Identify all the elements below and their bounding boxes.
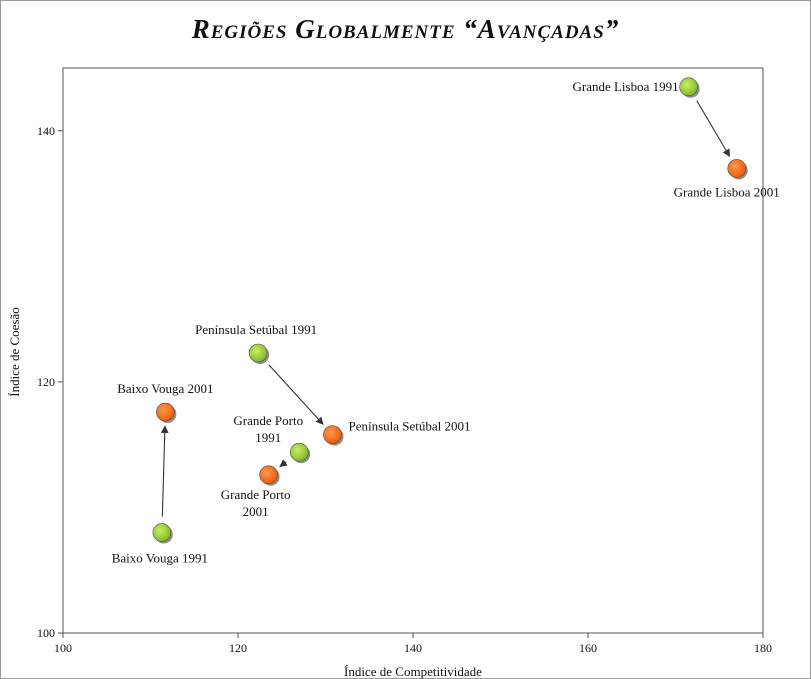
point-label: Grande Lisboa 1991 — [572, 79, 678, 94]
point-labels: Grande Lisboa 1991 Grande Lisboa 2001 Pení… — [112, 79, 780, 566]
x-tick-label: 140 — [404, 641, 422, 655]
point-peninsula-setubal-2001 — [323, 425, 342, 444]
y-tick-label: 100 — [37, 626, 55, 640]
point-label: Grande Porto 2001 — [221, 487, 291, 519]
x-tick-label: 180 — [754, 641, 772, 655]
x-tick-label: 100 — [54, 641, 72, 655]
arrows — [160, 100, 731, 517]
y-axis-label: Índice de Coesão — [7, 307, 22, 397]
point-grande-lisboa-2001 — [727, 159, 747, 178]
point-grande-porto-1991 — [289, 442, 309, 462]
x-axis-label: Índice de Competitividade — [344, 664, 482, 679]
point-grande-porto-2001 — [259, 465, 278, 485]
point-label: Baixo Vouga 2001 — [117, 381, 213, 396]
plot-area-border — [62, 67, 764, 634]
trajectory-arrow — [279, 459, 288, 467]
x-tick-label: 160 — [579, 641, 597, 655]
trajectory-arrow — [268, 364, 324, 425]
point-label: Península Setúbal 2001 — [349, 419, 471, 434]
chart-title: Regiões Globalmente “Avançadas” — [191, 14, 620, 44]
axes: 100 120 140 160 180 100 120 140 — [37, 67, 772, 655]
points — [152, 77, 748, 544]
point-label: Grande Porto 1991 — [233, 413, 303, 445]
point-grande-lisboa-1991 — [679, 77, 698, 97]
trajectory-arrow — [160, 425, 169, 517]
y-tick-label: 120 — [37, 375, 55, 389]
trajectory-arrow — [696, 100, 731, 158]
point-baixo-vouga-1991 — [152, 523, 172, 542]
point-label: Baixo Vouga 1991 — [112, 551, 208, 566]
point-baixo-vouga-2001 — [156, 402, 175, 422]
point-peninsula-setubal-1991 — [248, 343, 268, 363]
y-tick-label: 140 — [37, 124, 55, 138]
x-tick-label: 120 — [229, 641, 247, 655]
point-label: Grande Lisboa 2001 — [674, 184, 780, 199]
point-label: Península Setúbal 1991 — [195, 322, 317, 337]
